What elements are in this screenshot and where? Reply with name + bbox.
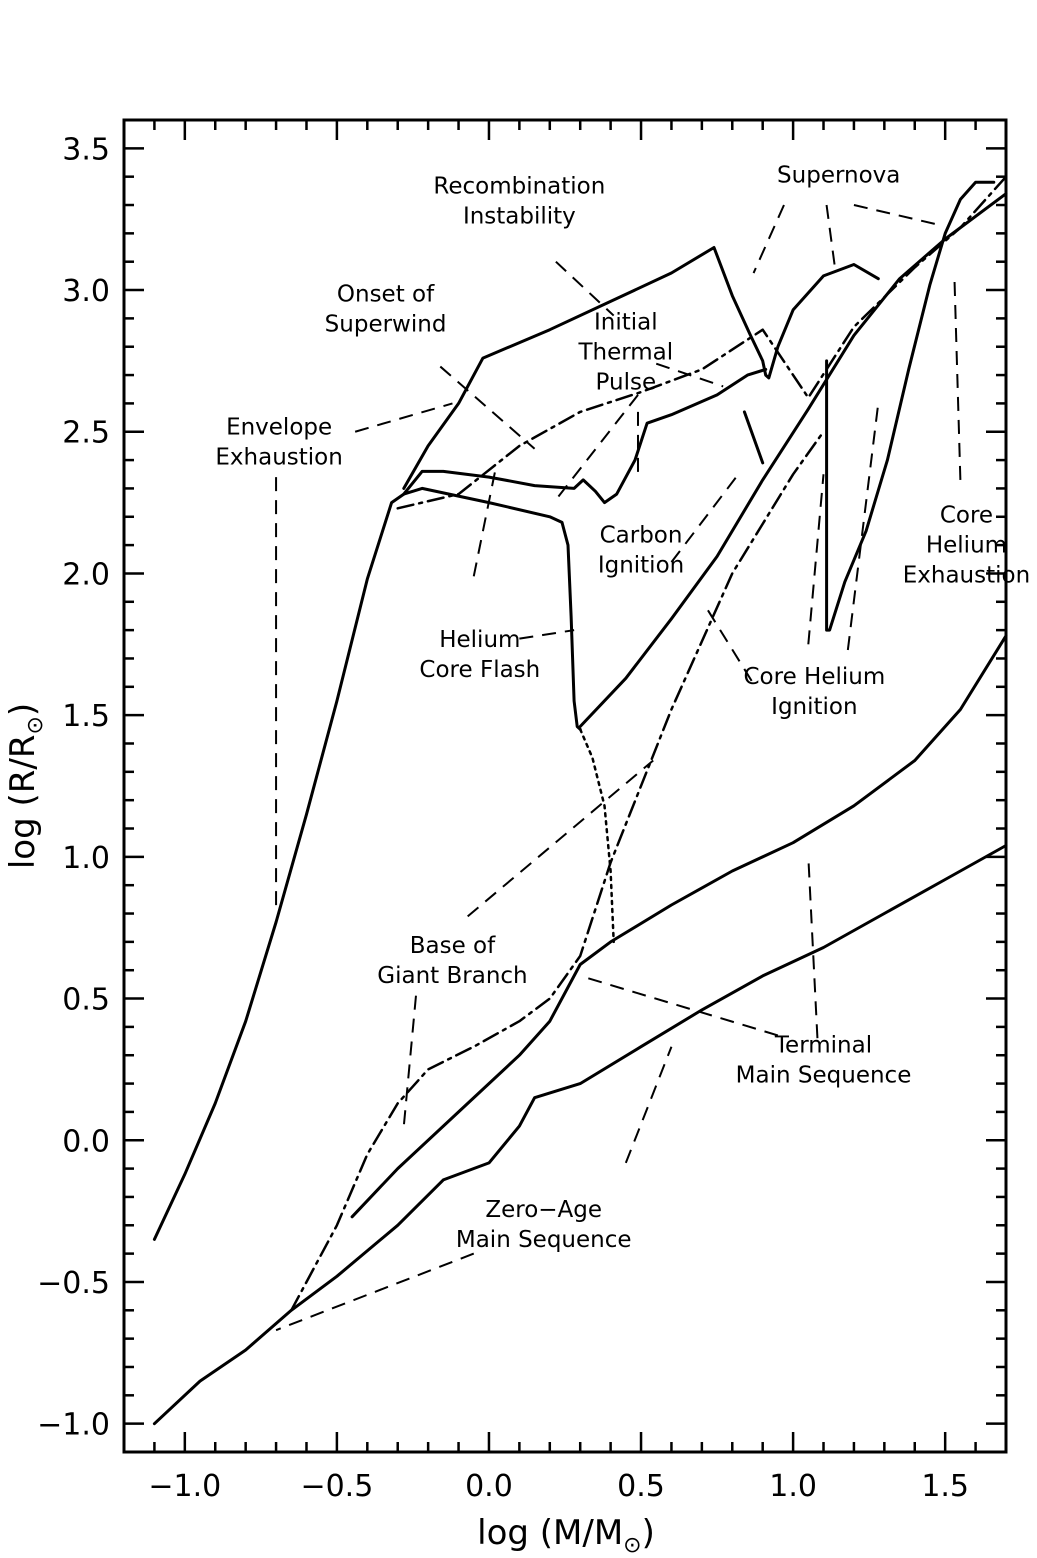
x-tick-label: 1.5 (921, 1469, 969, 1504)
annotation-line: Main Sequence (736, 1062, 912, 1088)
annotation-line: Supernova (777, 162, 900, 188)
x-tick-label: 0.0 (465, 1469, 513, 1504)
annotation-line: Base of (410, 933, 496, 959)
annotations: Recombination Instability Supernova Onset o… (215, 162, 1030, 1252)
y-axis-title: log (R/R⊙) (3, 703, 48, 869)
leader-line (355, 403, 452, 431)
leader-line (468, 760, 654, 916)
annotation-label: Core Helium Exhaustion (903, 502, 1030, 588)
leader-line (474, 471, 495, 576)
x-tick-label: 0.5 (617, 1469, 665, 1504)
series-line (580, 729, 614, 942)
y-tick-label: 0.5 (62, 983, 110, 1018)
annotation-line: Envelope (226, 415, 332, 441)
annotation-line: Recombination (433, 174, 605, 200)
annotation-line: Superwind (325, 311, 447, 337)
series-line (154, 846, 1006, 1424)
y-tick-label: 3.0 (62, 274, 110, 309)
annotation-label: Recombination Instability (433, 174, 605, 230)
annotation-line: Giant Branch (377, 963, 527, 989)
leader-line (808, 857, 817, 1038)
leader-line (808, 474, 823, 644)
leader-line (626, 1047, 672, 1163)
annotation-label: Terminal Main Sequence (736, 1032, 912, 1088)
leader-line (827, 205, 836, 273)
annotation-line: Zero−Age (485, 1197, 602, 1223)
annotation-line: Carbon (600, 522, 683, 548)
annotation-line: Exhaustion (215, 445, 342, 471)
y-tick-label: 2.0 (62, 557, 110, 592)
leader-line (556, 262, 614, 316)
annotation-line: Onset of (337, 281, 435, 307)
annotation-line: Core Helium (744, 664, 886, 690)
leader-line (276, 1254, 474, 1331)
series-line (580, 194, 1006, 727)
leader-line (671, 474, 738, 562)
annotation-label: Carbon Ignition (598, 522, 684, 578)
leader-line (754, 205, 784, 273)
annotation-label: Base of Giant Branch (377, 933, 527, 989)
annotation-line: Helium (439, 627, 520, 653)
annotation-label: Initial Thermal Pulse (577, 310, 673, 396)
annotation-line: Terminal (774, 1032, 872, 1058)
y-tick-label: 2.5 (62, 416, 110, 451)
annotation-label: Helium Core Flash (419, 627, 540, 683)
series-line (404, 369, 766, 502)
annotation-label: Envelope Exhaustion (215, 415, 342, 471)
x-tick-label: 1.0 (769, 1469, 817, 1504)
annotation-line: Instability (463, 204, 576, 230)
y-tick-label: 0.0 (62, 1124, 110, 1159)
y-tick-label: 1.5 (62, 699, 110, 734)
annotation-label: Supernova (777, 162, 900, 188)
annotation-line: Exhaustion (903, 562, 1030, 588)
annotation-line: Core Flash (419, 657, 540, 683)
y-tick-label: 3.5 (62, 132, 110, 167)
leader-line (519, 630, 574, 639)
leader-line (854, 205, 939, 225)
annotation-line: Ignition (598, 552, 684, 578)
x-tick-label: −1.0 (148, 1469, 221, 1504)
annotation-line: Initial (594, 310, 658, 336)
x-tick-labels: −1.0 −0.5 0.0 0.5 1.0 1.5 (148, 1469, 969, 1504)
x-axis-title: log (M/M⊙) (477, 1513, 655, 1558)
annotation-line: Core (940, 502, 993, 528)
y-tick-label: −1.0 (37, 1408, 110, 1443)
annotation-line: Thermal (577, 340, 673, 366)
annotation-label: Zero−Age Main Sequence (456, 1197, 632, 1253)
leader-line (954, 273, 960, 480)
annotation-line: Pulse (596, 370, 657, 396)
annotation-label: Core Helium Ignition (744, 664, 886, 720)
series-line (352, 636, 1006, 1217)
y-tick-label: 1.0 (62, 841, 110, 876)
annotation-line: Helium (926, 532, 1007, 558)
series-line (404, 248, 879, 489)
y-tick-labels: −1.0 −0.5 0.0 0.5 1.0 1.5 2.0 2.5 3.0 3.5 (37, 132, 110, 1442)
leader-line (848, 403, 878, 650)
leader-line (556, 395, 638, 500)
annotation-label: Onset of Superwind (325, 281, 447, 337)
y-tick-label: −0.5 (37, 1266, 110, 1301)
x-tick-label: −0.5 (300, 1469, 373, 1504)
annotation-line: Ignition (771, 694, 857, 720)
series-line (744, 412, 762, 463)
series-line (154, 488, 580, 1239)
leader-line (404, 996, 416, 1126)
annotation-line: Main Sequence (456, 1227, 632, 1253)
